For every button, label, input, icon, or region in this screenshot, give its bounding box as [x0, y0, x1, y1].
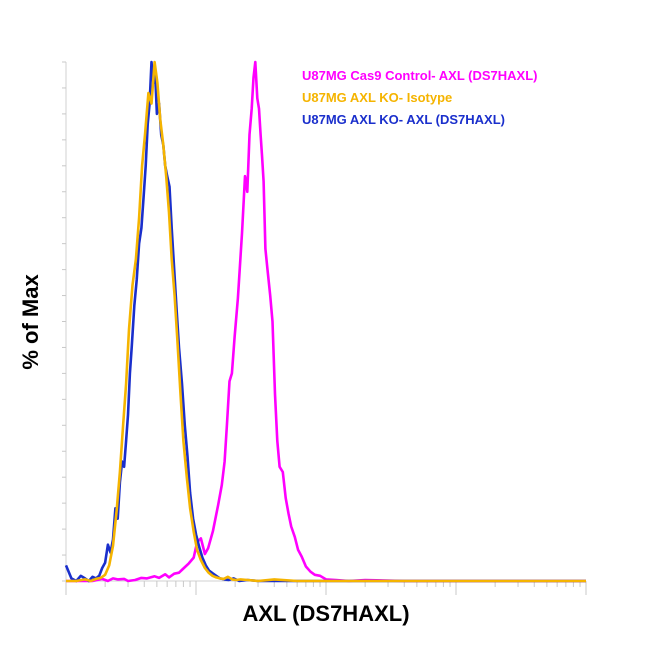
legend-entry-ko-isotype: U87MG AXL KO- Isotype	[302, 90, 452, 105]
series-line-cas9-control-axl	[66, 60, 586, 583]
series-layer	[64, 60, 586, 583]
legend-entry-ko-axl: U87MG AXL KO- AXL (DS7HAXL)	[302, 112, 505, 127]
y-axis-ticks	[62, 61, 66, 582]
y-axis-title: % of Max	[18, 274, 43, 370]
legend: U87MG Cas9 Control- AXL (DS7HAXL) U87MG A…	[302, 68, 537, 127]
x-axis-title: AXL (DS7HAXL)	[242, 601, 409, 626]
plot-area	[62, 60, 587, 595]
series-line-ko-isotype	[66, 60, 586, 583]
legend-entry-cas9-control-axl: U87MG Cas9 Control- AXL (DS7HAXL)	[302, 68, 537, 83]
x-axis-ticks	[65, 581, 587, 595]
